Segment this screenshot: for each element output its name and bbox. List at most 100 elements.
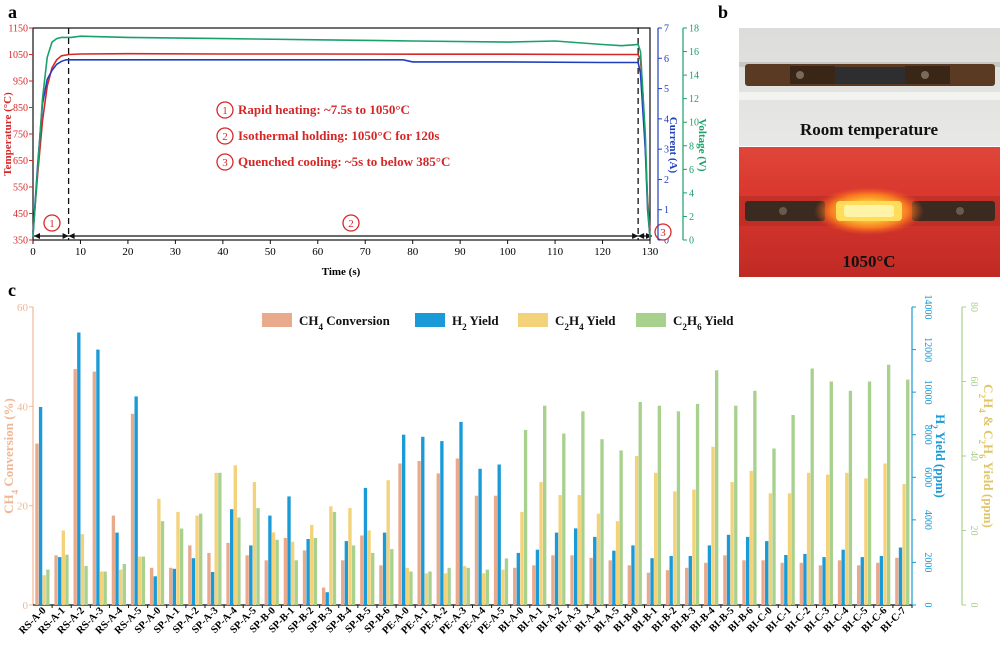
ch4-conversion-bar (837, 560, 842, 605)
ch4-conversion-bar (35, 443, 39, 605)
ch4-conversion-bar (589, 557, 593, 605)
c2h6-yield-bar (199, 513, 203, 605)
c2h6-yield-bar (351, 545, 356, 605)
voltage-tick-label: 4 (689, 188, 694, 199)
c2h6-yield-bar (275, 539, 279, 605)
panel-b-photos: Room temperature 1050°C (739, 28, 1000, 277)
legend-entry: C2H4 Yield (555, 313, 616, 332)
c2h4-yield-bar (615, 521, 620, 605)
h2-yield-bar (497, 464, 501, 605)
stage-marker-3 (654, 223, 672, 241)
h2-yield-bar (115, 532, 119, 605)
voltage-tick-label: 10 (689, 118, 699, 129)
h2-yield-bar (612, 550, 616, 605)
voltage-tick-label: 2 (689, 212, 694, 223)
c2h6-yield-bar (695, 403, 700, 605)
c2h6-yield-bar (84, 565, 88, 605)
c2h4-yield-bar (80, 534, 85, 605)
c2h6-yield-bar (829, 381, 833, 605)
ch4-conversion-bar (818, 565, 823, 605)
ch4-conversion-bar (856, 565, 861, 605)
x-tick-label: 80 (407, 246, 419, 258)
ch4-conversion-bar (684, 567, 689, 606)
c2h6-yield-bar (466, 567, 470, 606)
x-tick-label: 50 (265, 246, 277, 258)
ch4-conversion-bar (92, 371, 96, 605)
legend-swatch (636, 313, 666, 327)
c2h4-yield-bar (157, 498, 161, 605)
c2h6-yield-bar (179, 528, 184, 605)
c2h6-yield-bar (122, 564, 126, 605)
c2h4-yield-bar (195, 515, 199, 605)
h2-yield-bar (191, 558, 196, 605)
heated-1050c-photo: 1050°C (739, 147, 1000, 277)
h2-yield-bar (401, 434, 406, 605)
x-tick-label: 100 (499, 246, 516, 258)
voltage-axis-label: Voltage (V) (696, 118, 708, 171)
h2-yield-bar (707, 545, 712, 605)
ch4-conversion-bar (608, 560, 612, 605)
stage-3-arrow-head-right (646, 233, 652, 239)
c2h6-yield-bar (734, 405, 738, 605)
current-tick-label: 1 (664, 205, 669, 216)
h2-tick-label: 14000 (922, 295, 933, 320)
current-tick-label: 3 (664, 145, 669, 156)
ch4-conversion-bar (551, 555, 555, 605)
h2-yield-bar (765, 541, 769, 605)
c2h4-yield-bar (443, 573, 448, 605)
h2-yield-bar (803, 553, 807, 605)
c2h4-yield-bar (902, 483, 906, 605)
h2-tick-label: 10000 (922, 380, 933, 405)
c2h6-yield-bar (543, 405, 547, 605)
ch4-conversion-bar (876, 562, 880, 605)
c2h6-yield-bar (294, 560, 298, 605)
h2-yield-bar (58, 557, 62, 605)
stage-marker-number: 2 (348, 218, 354, 230)
c2-tick-label: 60 (968, 377, 979, 387)
ch4-conversion-bar (513, 567, 517, 606)
c2h6-yield-bar (390, 549, 394, 605)
h2-yield-bar (784, 555, 788, 605)
c2h4-yield-bar (329, 506, 333, 605)
h2-yield-bar (306, 539, 310, 605)
x-tick-label: 10 (75, 246, 87, 258)
x-tick-label: 130 (642, 246, 659, 258)
ch4-conversion-bar (226, 542, 230, 605)
ch4-conversion-bar (188, 545, 192, 605)
c2h4-yield-bar (596, 513, 601, 605)
panel-label-b: b (718, 2, 728, 22)
c2h6-yield-bar (619, 450, 623, 605)
legend-entry: H2 Yield (452, 313, 499, 332)
x-tick-label: 70 (360, 246, 372, 258)
c2h4-yield-bar (118, 569, 123, 605)
ch4-conversion-bar (799, 562, 803, 605)
h2-yield-bar (249, 545, 253, 605)
panel-label-a: a (8, 2, 17, 22)
c2h6-yield-bar (791, 415, 795, 605)
h2-yield-bar (230, 509, 234, 605)
c2h4-yield-bar (520, 511, 524, 605)
current-tick-label: 0 (664, 236, 669, 247)
c2-tick-label: 0 (968, 603, 979, 608)
c2h4-yield-bar (692, 489, 696, 605)
c2-tick-label: 20 (968, 526, 979, 536)
c2h4-yield-bar (673, 491, 677, 605)
h2-yield-bar (841, 549, 845, 605)
ch4-conversion-bar (723, 555, 727, 605)
h2-yield-bar (210, 572, 215, 605)
c2h6-yield-bar (657, 405, 661, 605)
ch4-conversion-bar (73, 369, 77, 605)
c2h4-yield-bar (558, 495, 562, 605)
c2h4-yield-bar (61, 530, 65, 605)
h2-yield-bar (822, 557, 826, 605)
c2h4-yield-bar (730, 482, 734, 605)
c2h4-yield-bar (310, 524, 314, 605)
c2h6-yield-bar (332, 511, 337, 605)
annotation-number: 3 (222, 157, 228, 169)
c2h4-yield-bar (138, 556, 142, 605)
c2h6-yield-bar (848, 390, 853, 605)
legend-swatch (415, 313, 445, 327)
h2-yield-bar (745, 536, 750, 605)
legend-swatch (518, 313, 548, 327)
h2-tick-label: 6000 (922, 467, 933, 487)
